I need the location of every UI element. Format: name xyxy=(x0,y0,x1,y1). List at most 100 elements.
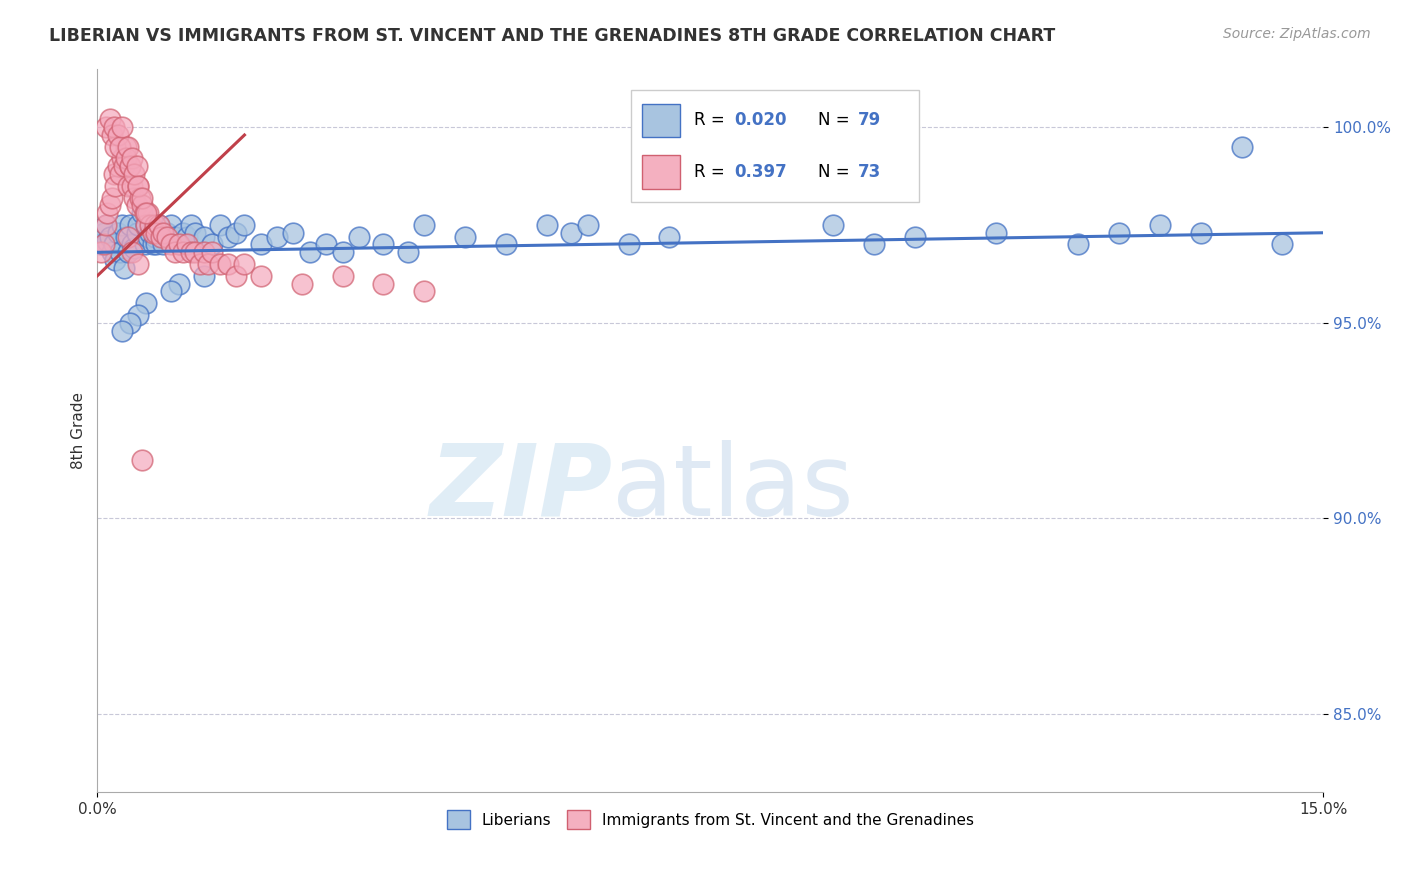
Text: LIBERIAN VS IMMIGRANTS FROM ST. VINCENT AND THE GRENADINES 8TH GRADE CORRELATION: LIBERIAN VS IMMIGRANTS FROM ST. VINCENT … xyxy=(49,27,1056,45)
Point xyxy=(413,218,436,232)
Point xyxy=(172,226,194,240)
Point xyxy=(110,167,132,181)
Point xyxy=(150,229,173,244)
Point xyxy=(201,237,224,252)
Point xyxy=(134,237,156,252)
Point xyxy=(197,257,219,271)
Point xyxy=(184,226,207,240)
Legend: Liberians, Immigrants from St. Vincent and the Grenadines: Liberians, Immigrants from St. Vincent a… xyxy=(440,804,980,835)
Point xyxy=(142,237,165,252)
Point xyxy=(90,237,112,252)
Point xyxy=(160,218,183,232)
Text: Source: ZipAtlas.com: Source: ZipAtlas.com xyxy=(1223,27,1371,41)
Point xyxy=(139,218,162,232)
Point xyxy=(117,229,139,244)
Point xyxy=(122,190,145,204)
Point xyxy=(821,218,844,232)
Point xyxy=(560,226,582,240)
Point xyxy=(184,245,207,260)
Point xyxy=(127,308,149,322)
Point xyxy=(225,268,247,283)
Point xyxy=(904,229,927,244)
Point xyxy=(150,229,173,244)
Point xyxy=(103,167,125,181)
Point xyxy=(142,226,165,240)
Point xyxy=(125,226,148,240)
Point xyxy=(373,277,395,291)
Point xyxy=(373,237,395,252)
Point xyxy=(233,218,256,232)
Point xyxy=(172,245,194,260)
Point xyxy=(127,257,149,271)
Point xyxy=(107,159,129,173)
Point xyxy=(1108,226,1130,240)
Point xyxy=(145,237,167,252)
Point xyxy=(156,226,179,240)
Point xyxy=(125,198,148,212)
Point xyxy=(101,128,124,142)
Point xyxy=(176,229,198,244)
Point xyxy=(118,159,141,173)
Point xyxy=(90,245,112,260)
Point xyxy=(249,268,271,283)
Point xyxy=(98,198,121,212)
Point xyxy=(283,226,305,240)
Point xyxy=(396,245,419,260)
Point xyxy=(121,237,143,252)
Point xyxy=(98,229,121,244)
Point xyxy=(740,152,762,166)
Point xyxy=(315,237,337,252)
Point xyxy=(291,277,314,291)
Point xyxy=(96,234,118,248)
Point xyxy=(96,206,118,220)
Point xyxy=(1271,237,1294,252)
Point xyxy=(101,245,124,260)
Point xyxy=(454,229,477,244)
Point xyxy=(217,229,239,244)
Point xyxy=(986,226,1008,240)
Point xyxy=(131,198,153,212)
Point xyxy=(193,245,215,260)
Point xyxy=(117,178,139,193)
Point xyxy=(111,120,134,135)
Point xyxy=(536,218,558,232)
Point xyxy=(225,226,247,240)
Point xyxy=(167,277,190,291)
Point xyxy=(135,296,157,310)
Point xyxy=(152,226,174,240)
Point xyxy=(188,257,211,271)
Point xyxy=(148,218,170,232)
Point xyxy=(131,452,153,467)
Point xyxy=(94,120,117,135)
Point xyxy=(98,112,121,127)
Point xyxy=(217,257,239,271)
Point xyxy=(118,316,141,330)
Point xyxy=(110,245,132,260)
Point xyxy=(156,229,179,244)
Point xyxy=(208,257,231,271)
Point xyxy=(118,159,141,173)
Point xyxy=(658,229,681,244)
Point xyxy=(193,229,215,244)
Point xyxy=(176,237,198,252)
Point xyxy=(1067,237,1090,252)
Point xyxy=(1189,226,1212,240)
Point xyxy=(167,237,190,252)
Point xyxy=(332,245,354,260)
Point xyxy=(104,139,127,153)
Point xyxy=(122,241,145,255)
Point xyxy=(413,285,436,299)
Point xyxy=(112,159,135,173)
Point xyxy=(862,237,884,252)
Point xyxy=(160,285,183,299)
Point xyxy=(93,237,115,252)
Point xyxy=(127,178,149,193)
Text: atlas: atlas xyxy=(612,440,853,537)
Point xyxy=(121,245,143,260)
Point xyxy=(115,229,138,244)
Point xyxy=(347,229,370,244)
Point xyxy=(193,268,215,283)
Point xyxy=(266,229,288,244)
Point xyxy=(112,260,135,275)
Point xyxy=(121,178,143,193)
